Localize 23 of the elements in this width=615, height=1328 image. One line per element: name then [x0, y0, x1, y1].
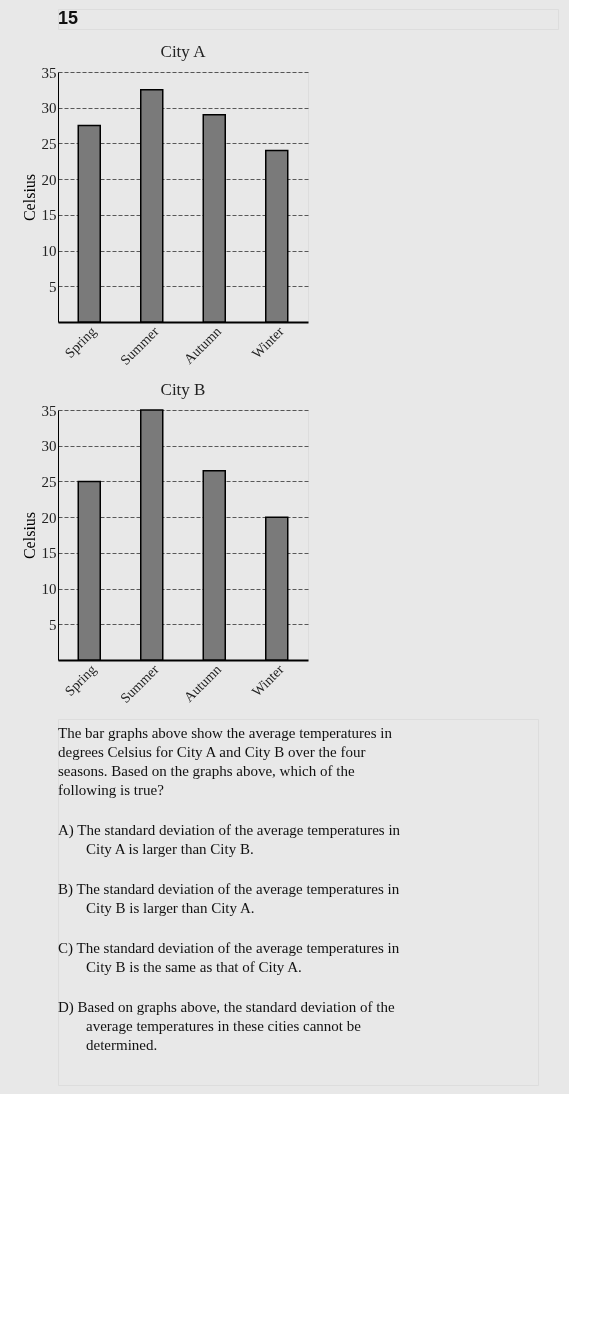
chart-title: City A: [160, 42, 207, 61]
y-tick-label: 10: [41, 243, 57, 260]
y-axis-title: Celsius: [20, 173, 38, 222]
text: B) The standard deviation of the average temperatures in City B is larger than City A.: [58, 881, 400, 916]
y-tick-label: 20: [41, 171, 57, 188]
y-tick-label: 35: [41, 64, 57, 81]
y-tick-label: 5: [49, 278, 57, 295]
y-tick-label: 20: [41, 509, 57, 526]
y-tick-label: 30: [41, 100, 57, 117]
text: The bar graphs above show the average temperatures in degrees Celsius for City A and City B over the four seasons. Based on the graphs above, which of the following is true?: [58, 725, 393, 798]
chart-title: City B: [160, 380, 206, 399]
y-tick-label: 5: [49, 616, 57, 633]
y-tick-label: 30: [41, 438, 57, 455]
y-tick-label: 25: [41, 135, 57, 152]
y-axis-title: Celsius: [20, 511, 38, 560]
text: C) The standard deviation of the average temperatures in City B is the same as that of City A.: [58, 940, 400, 975]
y-tick-label: 15: [41, 207, 57, 224]
y-tick-label: 25: [41, 473, 57, 490]
y-tick-label: 10: [41, 581, 57, 598]
text: D) Based on graphs above, the standard deviation of the average temperatures in these cities cannot be determined.: [58, 999, 395, 1053]
y-tick-label: 35: [41, 402, 57, 419]
y-tick-label: 15: [41, 545, 57, 562]
text: A) The standard deviation of the average temperatures in City A is larger than City B.: [58, 822, 401, 857]
